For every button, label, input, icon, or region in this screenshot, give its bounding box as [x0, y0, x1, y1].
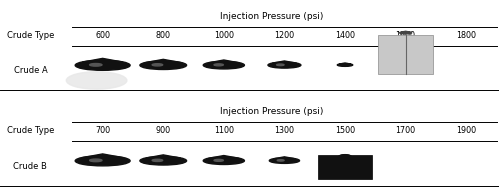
Polygon shape [401, 31, 410, 32]
Ellipse shape [214, 159, 224, 161]
Text: 800: 800 [156, 31, 171, 40]
Ellipse shape [66, 72, 127, 89]
Text: 700: 700 [95, 126, 110, 135]
Text: 1400: 1400 [335, 31, 355, 40]
Text: 1800: 1800 [456, 31, 476, 40]
Polygon shape [209, 60, 240, 63]
Text: Crude A: Crude A [13, 66, 47, 75]
Ellipse shape [90, 159, 102, 162]
Ellipse shape [214, 64, 224, 66]
Text: 1000: 1000 [214, 31, 234, 40]
Ellipse shape [400, 32, 412, 34]
Text: 1500: 1500 [335, 126, 355, 135]
Ellipse shape [277, 160, 284, 161]
Ellipse shape [339, 155, 351, 157]
Ellipse shape [90, 64, 102, 66]
Text: Injection Pressure (psi): Injection Pressure (psi) [220, 12, 323, 21]
Text: Injection Pressure (psi): Injection Pressure (psi) [220, 107, 323, 116]
Text: 1100: 1100 [214, 126, 234, 135]
Ellipse shape [268, 62, 301, 68]
FancyBboxPatch shape [378, 35, 434, 74]
Ellipse shape [203, 157, 245, 165]
Polygon shape [340, 159, 350, 160]
FancyBboxPatch shape [318, 155, 372, 180]
Ellipse shape [75, 60, 130, 70]
Ellipse shape [75, 156, 130, 166]
Polygon shape [82, 154, 123, 158]
Text: 1300: 1300 [274, 126, 294, 135]
Polygon shape [146, 59, 181, 63]
Polygon shape [82, 58, 123, 62]
Ellipse shape [203, 61, 245, 69]
Text: 900: 900 [156, 126, 171, 135]
Text: 1700: 1700 [396, 126, 416, 135]
Polygon shape [146, 155, 181, 158]
Text: Crude B: Crude B [13, 162, 47, 171]
Text: Crude Type: Crude Type [6, 31, 54, 40]
Text: Crude Type: Crude Type [6, 126, 54, 135]
Ellipse shape [269, 158, 299, 163]
Polygon shape [209, 156, 240, 158]
Polygon shape [272, 61, 297, 63]
Ellipse shape [276, 64, 284, 66]
Text: 600: 600 [95, 31, 110, 40]
Text: 1900: 1900 [456, 126, 476, 135]
Text: 1200: 1200 [274, 31, 294, 40]
Ellipse shape [152, 159, 163, 161]
Ellipse shape [152, 64, 163, 66]
Ellipse shape [140, 156, 187, 165]
Polygon shape [273, 157, 296, 159]
Ellipse shape [140, 61, 187, 70]
Polygon shape [340, 155, 350, 156]
Ellipse shape [339, 159, 351, 162]
Text: 1600: 1600 [396, 31, 416, 40]
Ellipse shape [337, 64, 353, 66]
Polygon shape [339, 63, 351, 64]
